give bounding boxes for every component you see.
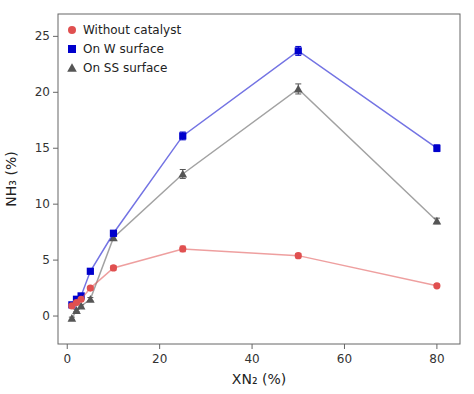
data-point bbox=[110, 264, 117, 271]
y-tick-label: 0 bbox=[42, 309, 50, 323]
data-point bbox=[294, 85, 303, 93]
y-tick bbox=[53, 148, 58, 149]
y-tick bbox=[53, 36, 58, 37]
data-point bbox=[87, 268, 94, 275]
x-axis-label: XN₂ (%) bbox=[232, 371, 286, 387]
x-tick-label: 80 bbox=[429, 352, 444, 366]
data-point bbox=[295, 252, 302, 259]
x-tick bbox=[252, 344, 253, 349]
series-line bbox=[72, 249, 437, 306]
data-point bbox=[433, 217, 442, 225]
legend-swatch bbox=[68, 26, 76, 34]
data-point bbox=[295, 47, 302, 54]
series-line bbox=[72, 89, 437, 318]
data-point bbox=[179, 245, 186, 252]
y-tick bbox=[53, 92, 58, 93]
data-point bbox=[87, 284, 94, 291]
legend-label: On W surface bbox=[83, 42, 164, 56]
series bbox=[68, 84, 442, 322]
y-tick-label: 15 bbox=[35, 141, 50, 155]
x-tick-label: 0 bbox=[63, 352, 71, 366]
error-bar bbox=[110, 230, 116, 236]
data-point bbox=[178, 170, 187, 178]
legend-swatch bbox=[67, 63, 77, 72]
data-point bbox=[78, 296, 85, 303]
data-point bbox=[86, 295, 95, 303]
x-tick-label: 60 bbox=[337, 352, 352, 366]
error-bar bbox=[180, 246, 186, 252]
x-tick bbox=[67, 344, 68, 349]
x-tick bbox=[436, 344, 437, 349]
y-tick bbox=[53, 260, 58, 261]
y-tick-label: 25 bbox=[35, 29, 50, 43]
plot-frame bbox=[58, 14, 460, 344]
legend-label: On SS surface bbox=[83, 61, 167, 75]
data-area bbox=[68, 46, 442, 321]
y-tick bbox=[53, 204, 58, 205]
y-axis-label: NH₃ (%) bbox=[3, 151, 19, 206]
series bbox=[68, 46, 440, 308]
data-point bbox=[110, 230, 117, 237]
y-tick-label: 5 bbox=[42, 253, 50, 267]
legend-swatch bbox=[68, 45, 76, 53]
data-point bbox=[433, 282, 440, 289]
x-tick bbox=[159, 344, 160, 349]
x-tick-label: 20 bbox=[152, 352, 167, 366]
y-tick bbox=[53, 316, 58, 317]
data-point bbox=[179, 132, 186, 139]
series-line bbox=[72, 51, 437, 305]
legend: Without catalyst On W surface On SS surfac… bbox=[67, 23, 181, 75]
error-bar bbox=[295, 46, 301, 55]
legend-label: Without catalyst bbox=[83, 23, 181, 37]
y-tick-label: 10 bbox=[35, 197, 50, 211]
series bbox=[68, 245, 440, 309]
data-point bbox=[433, 145, 440, 152]
y-tick-label: 20 bbox=[35, 85, 50, 99]
x-tick-label: 40 bbox=[244, 352, 259, 366]
x-tick bbox=[344, 344, 345, 349]
data-point bbox=[68, 314, 77, 322]
chart: 0 20 40 60 80 0 5 10 15 20 25 XN₂ (%) NH₃ (%) Without… bbox=[0, 0, 474, 394]
error-bar bbox=[434, 145, 440, 152]
error-bar bbox=[180, 132, 186, 140]
